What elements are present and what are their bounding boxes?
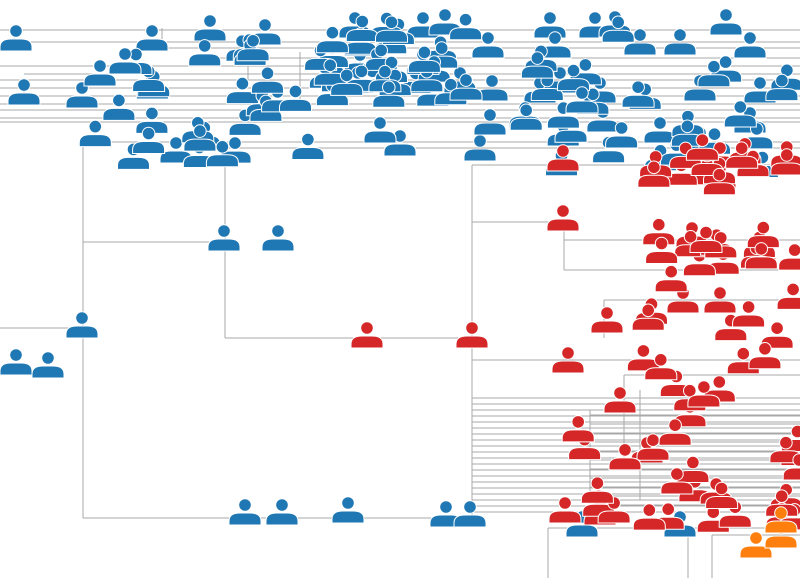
person-icon-blue [697, 59, 731, 88]
person-icon-red [632, 503, 666, 531]
person-icon-blue [188, 39, 222, 67]
person-icon-blue [533, 11, 567, 39]
person-icon-red [660, 467, 694, 495]
person-icon-blue [313, 58, 347, 86]
person-icon-red [608, 443, 642, 471]
person-icon-blue [363, 116, 397, 144]
person-icon-blue [291, 132, 325, 160]
person-icon-blue [601, 15, 635, 43]
person-icon-blue [108, 47, 142, 75]
person-icon-blue [330, 68, 364, 96]
person-icon-red [687, 380, 721, 408]
person-icon-red [637, 160, 671, 188]
person-icon-blue [765, 73, 799, 102]
person-icon-red [631, 303, 665, 331]
person-icon-blue [565, 86, 599, 114]
person-icon-red [776, 282, 800, 310]
person-icon-red [748, 341, 782, 370]
person-icon-red [725, 141, 759, 169]
person-icon-red [703, 286, 737, 314]
person-icon-blue [31, 351, 65, 379]
person-icon-blue [623, 28, 657, 56]
person-icon-blue [670, 119, 704, 147]
person-icon-red [705, 481, 739, 509]
person-icon-blue [261, 224, 295, 252]
person-icon-red [636, 433, 670, 461]
person-icon-red [644, 352, 678, 381]
person-icon-blue [449, 12, 483, 41]
person-icon-blue [621, 80, 655, 108]
person-icon-red [546, 144, 580, 172]
person-icon-red [685, 133, 719, 161]
person-icon-blue [78, 119, 112, 148]
person-icon-red [580, 476, 614, 504]
person-icon-blue [407, 45, 441, 73]
person-icon-red [603, 386, 637, 414]
person-icon-blue [265, 498, 299, 526]
person-icon-blue [383, 129, 417, 157]
person-icon-red [746, 220, 780, 249]
person-icon-orange [764, 506, 798, 534]
person-icon-blue [132, 126, 166, 154]
person-icon-red [590, 306, 624, 334]
person-icon-red [782, 453, 800, 481]
person-nodes [0, 8, 800, 559]
person-icon-blue [463, 134, 497, 162]
person-icon-red [732, 300, 766, 328]
person-icon-blue [205, 140, 239, 168]
person-icon-blue [375, 15, 408, 43]
person-icon-blue [0, 24, 33, 52]
person-icon-red [455, 321, 489, 349]
person-icon-blue [663, 28, 697, 56]
person-icon-blue [733, 31, 767, 59]
person-icon-blue [65, 81, 99, 109]
person-icon-blue [453, 500, 487, 528]
person-icon-blue [509, 103, 543, 131]
person-icon-red [770, 148, 800, 176]
person-icon-blue [475, 74, 509, 102]
person-icon-blue [473, 108, 507, 136]
person-icon-red [654, 264, 688, 293]
person-icon-blue [236, 33, 270, 62]
person-icon-red [778, 243, 800, 271]
person-icon-red [551, 346, 585, 374]
person-icon-blue [315, 25, 349, 54]
person-icon-blue [207, 224, 241, 252]
person-icon-blue [102, 93, 136, 121]
person-icon-red [744, 242, 778, 270]
person-icon-blue [723, 100, 757, 128]
person-icon-blue [643, 116, 677, 144]
person-icon-blue [279, 84, 312, 112]
person-icon-red [645, 236, 679, 264]
person-icon-orange [739, 531, 773, 559]
person-icon-blue [605, 121, 639, 149]
person-icon-blue [251, 66, 284, 94]
person-icon-red [546, 204, 580, 232]
person-icon-blue [0, 348, 33, 376]
person-icon-blue [449, 73, 483, 101]
person-icon-red [676, 455, 710, 483]
person-icon-blue [709, 8, 743, 36]
person-icon-blue [135, 24, 169, 52]
person-icon-blue [331, 496, 365, 524]
person-icon-blue [228, 498, 262, 526]
person-icon-blue [520, 51, 554, 79]
person-icon-red [350, 321, 384, 349]
person-icon-blue [345, 14, 379, 42]
person-icon-blue [193, 14, 227, 42]
person-icon-blue [7, 78, 41, 106]
person-icon-red [658, 418, 692, 446]
person-icon-red [561, 415, 595, 443]
person-icon-red [548, 496, 582, 524]
person-icon-blue [183, 124, 217, 152]
person-icon-blue [372, 80, 406, 108]
person-icon-blue [65, 311, 99, 339]
person-icon-red [702, 167, 736, 196]
person-icon-red [689, 225, 723, 253]
person-icon-blue [83, 59, 117, 87]
